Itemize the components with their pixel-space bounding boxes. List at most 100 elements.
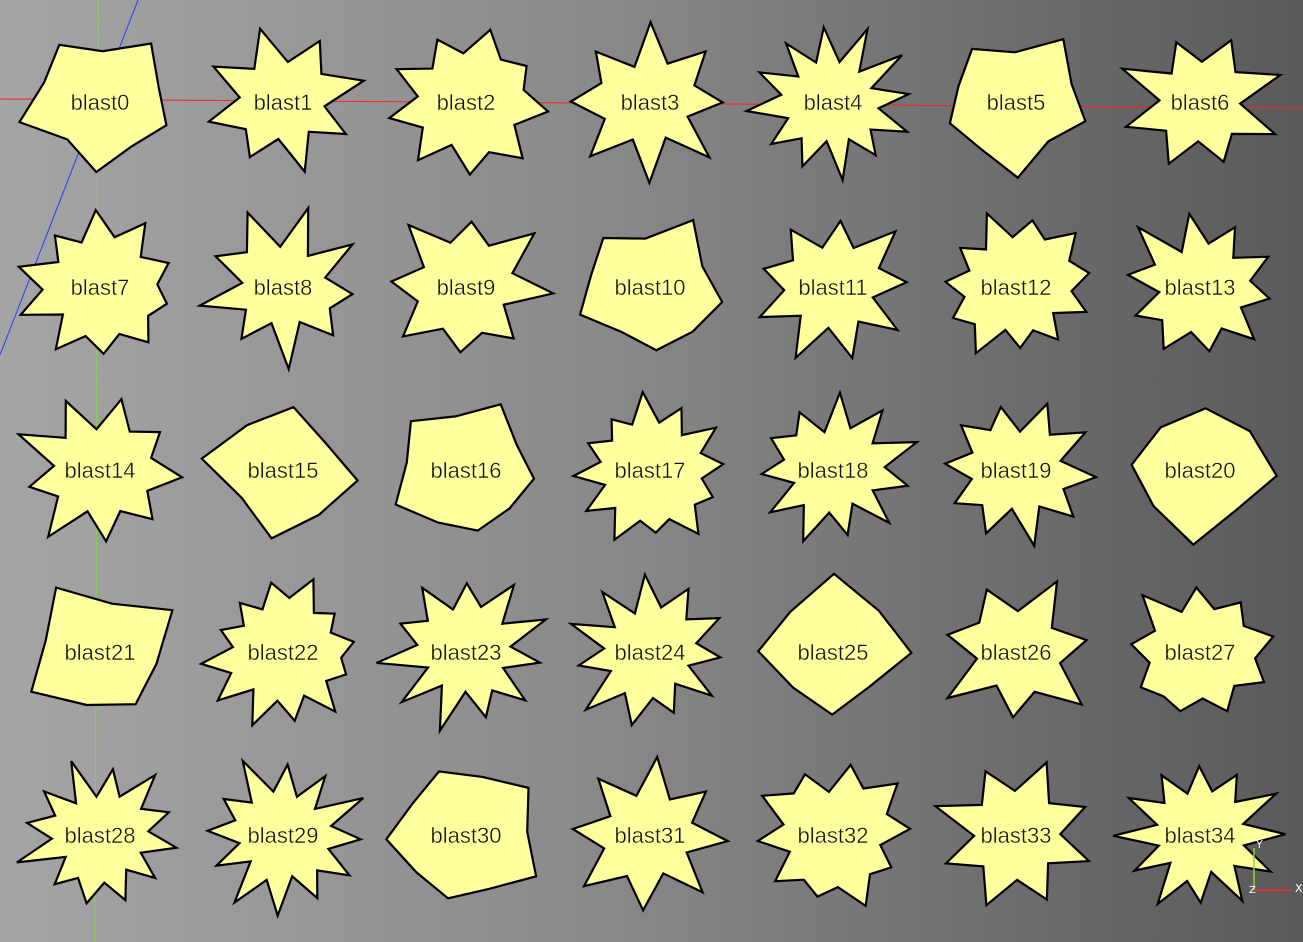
blast-shape[interactable] (570, 754, 731, 913)
blast-object[interactable]: blast20 (1130, 407, 1279, 547)
blast-shape[interactable] (948, 37, 1087, 180)
blast-object[interactable]: blast0 (17, 42, 168, 174)
blast-object[interactable]: blast6 (1118, 38, 1284, 166)
blast-object[interactable]: blast24 (567, 571, 724, 728)
blast-label: blast33 (981, 823, 1052, 848)
blast-label: blast6 (1171, 90, 1230, 115)
blast-object[interactable]: blast30 (384, 770, 538, 900)
blast-label: blast11 (798, 275, 867, 300)
blast-object[interactable]: blast11 (757, 218, 910, 361)
blast-shape[interactable] (29, 586, 174, 707)
shapes-layer: blast0 blast1 blast2 blast3 blast4 blast5 blas… (15, 19, 1286, 920)
blast-label: blast34 (1165, 823, 1236, 848)
blast-label: blast19 (981, 458, 1052, 483)
blast-shape[interactable] (386, 27, 551, 177)
blast-shape[interactable] (376, 581, 550, 735)
blast-shape[interactable] (942, 401, 1099, 549)
blast-object[interactable]: blast10 (578, 218, 724, 352)
blast-shape[interactable] (206, 26, 367, 175)
blast-label: blast21 (65, 640, 136, 665)
blast-label: blast28 (65, 823, 136, 848)
blast-object[interactable]: blast13 (1125, 210, 1272, 354)
blast-shape[interactable] (16, 207, 171, 356)
blast-label: blast2 (437, 90, 496, 115)
blast-shape[interactable] (578, 218, 724, 352)
blast-shape[interactable] (757, 218, 910, 361)
blast-object[interactable]: blast16 (394, 402, 536, 532)
blast-shape[interactable] (759, 389, 921, 545)
blast-label: blast10 (615, 275, 686, 300)
blast-object[interactable]: blast7 (16, 207, 171, 356)
blast-label: blast3 (621, 90, 680, 115)
blast-label: blast27 (1165, 640, 1236, 665)
blast-label: blast9 (437, 275, 496, 300)
blast-label: blast18 (798, 458, 869, 483)
blast-object[interactable]: blast31 (570, 754, 731, 913)
blast-shape[interactable] (196, 204, 356, 373)
blast-object[interactable]: blast22 (198, 577, 356, 728)
blast-label: blast7 (71, 275, 130, 300)
blast-object[interactable]: blast34 (1112, 763, 1286, 908)
axis-gizmo: X Y Z (1249, 838, 1303, 896)
blast-object[interactable]: blast9 (389, 220, 557, 354)
blast-object[interactable]: blast27 (1129, 585, 1276, 713)
blast-object[interactable]: blast28 (16, 760, 180, 906)
blast-object[interactable]: blast5 (948, 37, 1087, 180)
blast-shape[interactable] (394, 402, 536, 532)
blast-shape[interactable] (1130, 407, 1279, 547)
blast-object[interactable]: blast12 (943, 210, 1091, 356)
blast-shape[interactable] (742, 23, 913, 185)
blast-object[interactable]: blast26 (944, 579, 1089, 720)
blast-label: blast17 (615, 458, 686, 483)
blast-object[interactable]: blast19 (942, 401, 1099, 549)
blast-label: blast24 (615, 640, 686, 665)
blast-object[interactable]: blast2 (386, 27, 551, 177)
blast-label: blast32 (798, 823, 869, 848)
blast-label: blast0 (71, 90, 130, 115)
blast-object[interactable]: blast25 (756, 572, 913, 716)
blast-object[interactable]: blast17 (570, 389, 726, 543)
blast-object[interactable]: blast15 (200, 405, 360, 540)
blast-object[interactable]: blast4 (742, 23, 913, 185)
blast-shape[interactable] (389, 220, 557, 354)
blast-object[interactable]: blast32 (755, 762, 913, 908)
blast-object[interactable]: blast3 (568, 19, 726, 187)
blast-object[interactable]: blast1 (206, 26, 367, 175)
blast-shape[interactable] (1129, 585, 1276, 713)
blast-shape[interactable] (16, 760, 180, 906)
blast-shape[interactable] (568, 19, 726, 187)
blast-object[interactable]: blast14 (15, 396, 185, 544)
blast-shape[interactable] (204, 757, 364, 920)
blast-object[interactable]: blast29 (204, 757, 364, 920)
blast-shape[interactable] (200, 405, 360, 540)
blast-shape[interactable] (17, 42, 168, 174)
blast-label: blast16 (431, 458, 502, 483)
blast-shape[interactable] (932, 760, 1092, 908)
blast-shape[interactable] (1118, 38, 1284, 166)
gizmo-z-label: Z (1249, 885, 1256, 896)
blast-shape[interactable] (567, 571, 724, 728)
blast-object[interactable]: blast33 (932, 760, 1092, 908)
blast-object[interactable]: blast23 (376, 581, 550, 735)
blast-shape[interactable] (15, 396, 185, 544)
blast-shape[interactable] (756, 572, 913, 716)
blast-label: blast22 (248, 640, 319, 665)
blast-shape[interactable] (198, 577, 356, 728)
blast-object[interactable]: blast21 (29, 586, 174, 707)
blast-object[interactable]: blast8 (196, 204, 356, 373)
blast-shape[interactable] (755, 762, 913, 908)
blast-label: blast8 (254, 275, 313, 300)
gizmo-x-label: X (1295, 882, 1303, 895)
blast-shape[interactable] (384, 770, 538, 900)
blast-shape[interactable] (1112, 763, 1286, 908)
blast-label: blast4 (804, 90, 863, 115)
blast-object[interactable]: blast18 (759, 389, 921, 545)
blast-label: blast12 (981, 275, 1052, 300)
blast-label: blast5 (987, 90, 1046, 115)
blast-shape[interactable] (1125, 210, 1272, 354)
blast-shape[interactable] (943, 210, 1091, 356)
blast-shape[interactable] (570, 389, 726, 543)
blast-shape[interactable] (944, 579, 1089, 720)
